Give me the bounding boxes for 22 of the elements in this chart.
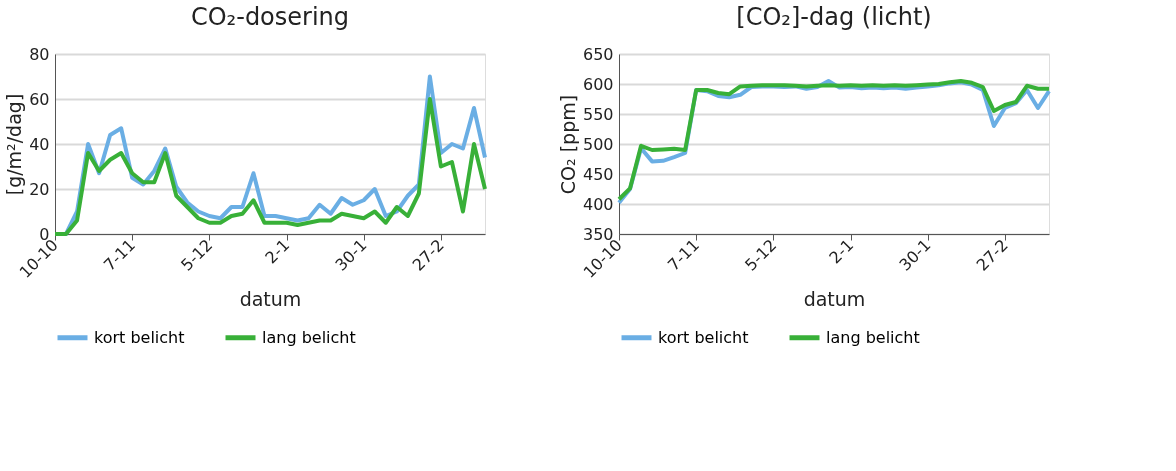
x-tick-label: 2-1	[261, 235, 294, 268]
y-tick-label: 600	[582, 74, 614, 94]
y-tick-label: 80	[29, 44, 50, 64]
x-tick-label: 2-1	[825, 235, 858, 268]
x-axis-title: datum	[803, 288, 866, 311]
y-tick-label: 650	[582, 44, 614, 64]
y-tick-label: 500	[582, 134, 614, 154]
legend-label: kort belicht	[94, 327, 185, 347]
legend-label: lang belicht	[826, 327, 920, 347]
y-tick-label: 40	[29, 134, 50, 154]
y-tick-label: 400	[582, 194, 614, 214]
chart-title: [CO₂]-dag (licht)	[736, 3, 932, 31]
x-axis-title: datum	[239, 288, 302, 311]
y-axis-title: [g/m²/dag]	[3, 93, 26, 196]
chart-title: CO₂-dosering	[190, 3, 350, 31]
y-axis-title: CO₂ [ppm]	[556, 94, 579, 195]
y-tick-label: 20	[29, 179, 50, 199]
y-tick-label: 550	[582, 104, 614, 124]
y-tick-label: 60	[29, 89, 50, 109]
y-tick-label: 450	[582, 164, 614, 184]
legend-label: lang belicht	[262, 327, 356, 347]
legend-label: kort belicht	[658, 327, 749, 347]
